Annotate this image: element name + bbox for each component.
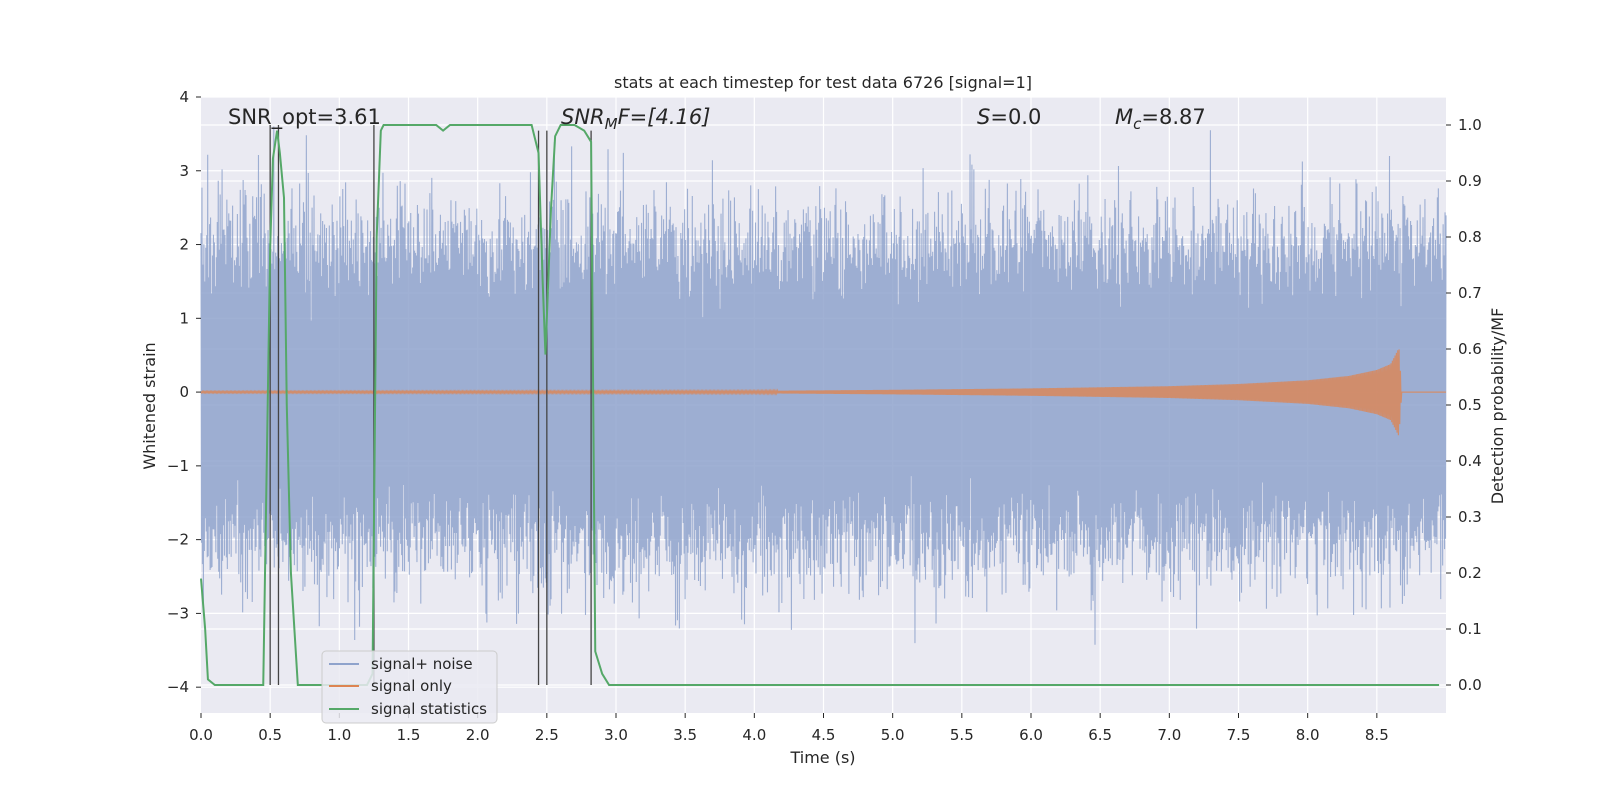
x-tick-label-4: 2.0: [466, 726, 490, 744]
signal-noise-trace: [200, 126, 1447, 645]
y-tick-label-6: −2: [167, 531, 189, 549]
y-axis-label: Whitened strain: [140, 342, 159, 469]
y-tick-label-8: −4: [167, 678, 189, 696]
y-tick-label-2: 2: [179, 236, 189, 254]
x-tick-label-5: 2.5: [535, 726, 559, 744]
y2-tick-label-1: 0.9: [1458, 172, 1482, 190]
y2-axis-ticks: 1.0 0.9 0.8 0.7 0.6 0.5 0.4 0.3 0.2 0.1 0.0: [1446, 116, 1482, 694]
y-tick-label-3: 1: [179, 309, 189, 327]
series-signal-noise-line: [200, 126, 1447, 645]
annotation-snr-mf-name: SNR: [561, 105, 605, 129]
y2-tick-label-8: 0.2: [1458, 564, 1482, 582]
chart-title: stats at each timestep for test data 672…: [614, 73, 1032, 92]
x-tick-label-8: 4.0: [742, 726, 766, 744]
legend-label-signal-noise: signal+ noise: [371, 655, 473, 673]
annotation-snr-mf-sub: M: [605, 115, 618, 133]
series-signal-statistics-line: [200, 124, 1440, 686]
y2-tick-label-3: 0.7: [1458, 284, 1482, 302]
series-signal-only-line: [200, 349, 1446, 436]
x-tick-label-12: 6.0: [1019, 726, 1043, 744]
signal-only-trace: [200, 349, 1446, 436]
x-tick-label-6: 3.0: [604, 726, 628, 744]
annotation-mc-name: M: [1115, 105, 1133, 129]
legend-label-signal-only: signal only: [371, 677, 452, 695]
x-tick-label-2: 1.0: [327, 726, 351, 744]
legend-label-signal-statistics: signal statistics: [371, 700, 487, 718]
annotation-mc: Mc=8.87: [1115, 105, 1206, 133]
annotation-mc-rest: =8.87: [1141, 105, 1205, 129]
x-tick-label-10: 5.0: [881, 726, 905, 744]
y-tick-label-1: 3: [179, 162, 189, 180]
x-tick-label-15: 7.5: [1227, 726, 1251, 744]
y2-tick-label-9: 0.1: [1458, 620, 1482, 638]
y-tick-label-7: −3: [167, 604, 189, 622]
x-tick-label-0: 0.0: [189, 726, 213, 744]
annotation-mc-sub: c: [1133, 115, 1142, 133]
x-tick-label-1: 0.5: [258, 726, 282, 744]
legend-box: [321, 650, 498, 724]
y-tick-label-5: −1: [167, 457, 189, 475]
annotation-snr-opt: SNR_opt=3.61: [228, 105, 381, 130]
x-tick-label-9: 4.5: [812, 726, 836, 744]
y2-axis-label: Detection probability/MF: [1488, 308, 1507, 505]
annotation-s: S=0.0: [977, 105, 1041, 129]
x-tick-label-11: 5.5: [950, 726, 974, 744]
y-axis-ticks: 4 3 2 1 0 −1 −2 −3 −4: [167, 88, 201, 696]
x-tick-label-7: 3.5: [673, 726, 697, 744]
y2-tick-label-7: 0.3: [1458, 508, 1482, 526]
y-tick-label-4: 0: [179, 383, 189, 401]
x-tick-label-14: 7.0: [1157, 726, 1181, 744]
y2-tick-label-10: 0.0: [1458, 676, 1482, 694]
annotation-s-name: S: [977, 105, 990, 129]
y2-tick-label-2: 0.8: [1458, 228, 1482, 246]
annotation-snr-mf-rest: F=[4.16]: [618, 105, 711, 129]
signal-statistics-trace: [200, 124, 1440, 686]
annotation-s-rest: =0.0: [990, 105, 1041, 129]
y2-tick-label-5: 0.5: [1458, 396, 1482, 414]
x-tick-label-3: 1.5: [397, 726, 421, 744]
y2-tick-label-4: 0.6: [1458, 340, 1482, 358]
annotation-snr-mf: SNRMF=[4.16]: [561, 105, 710, 133]
x-axis-label: Time (s): [789, 748, 855, 767]
x-tick-label-17: 8.5: [1365, 726, 1389, 744]
y2-tick-label-0: 1.0: [1458, 116, 1482, 134]
x-axis-ticks: 0.0 0.5 1.0 1.5 2.0 2.5 3.0 3.5 4.0 4.5 5.0 5.5 6.0 6…: [189, 713, 1389, 744]
legend: signal+ noise signal only signal statist…: [321, 650, 498, 724]
y-tick-label-0: 4: [179, 88, 189, 106]
x-tick-label-16: 8.0: [1296, 726, 1320, 744]
x-tick-label-13: 6.5: [1088, 726, 1112, 744]
y2-tick-label-6: 0.4: [1458, 452, 1482, 470]
